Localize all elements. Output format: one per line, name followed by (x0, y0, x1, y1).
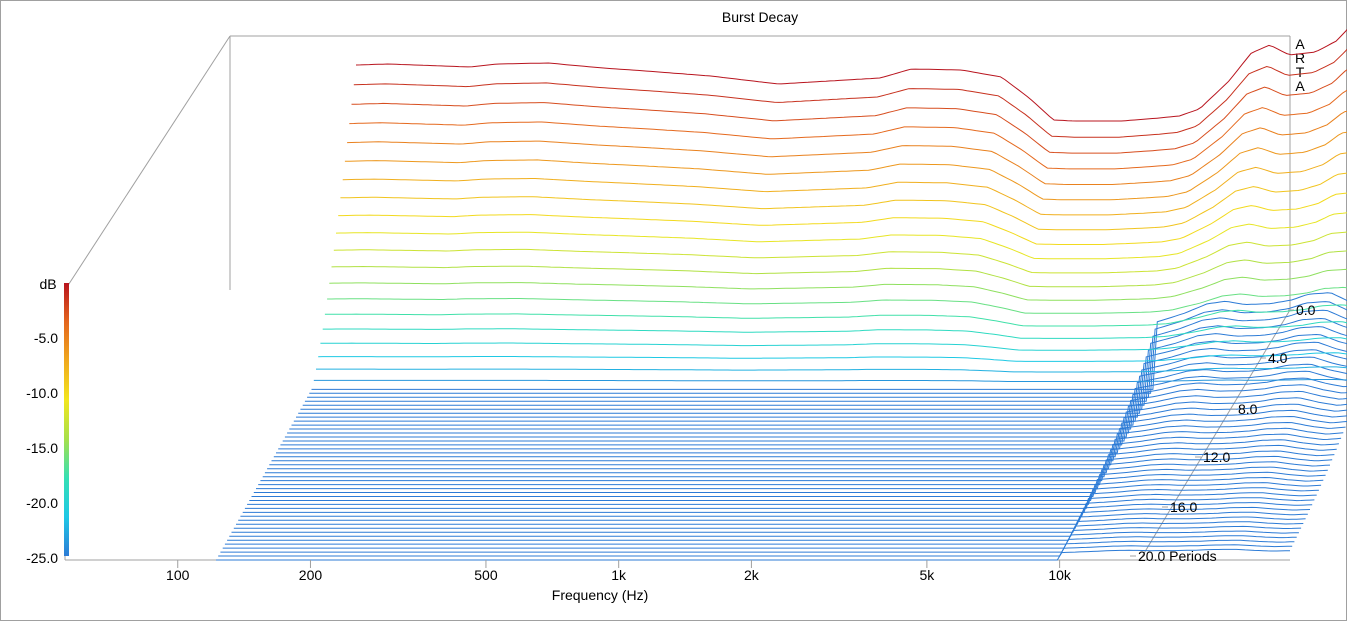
z-tick-label: 12.0 (1203, 449, 1230, 465)
x-tick-label: 1k (611, 567, 627, 583)
z-tick-label: 20.0 Periods (1138, 548, 1217, 564)
color-tick-label: -5.0 (34, 330, 58, 346)
color-scale-gradient (64, 283, 69, 556)
x-tick-label: 500 (474, 567, 498, 583)
x-tick-label: 10k (1048, 567, 1072, 583)
color-axis-label: dB (39, 276, 56, 292)
color-tick-label: -15.0 (26, 440, 58, 456)
z-tick-label: 4.0 (1268, 350, 1288, 366)
color-scale-bar (64, 283, 69, 556)
x-tick-label: 100 (166, 567, 190, 583)
color-tick-label: -10.0 (26, 385, 58, 401)
z-tick-label: 16.0 (1170, 499, 1197, 515)
color-tick-label: -20.0 (26, 495, 58, 511)
x-axis-label: Frequency (Hz) (552, 587, 648, 603)
color-tick-label: -25.0 (26, 550, 58, 566)
x-tick-label: 2k (744, 567, 760, 583)
z-tick-label: 8.0 (1238, 401, 1258, 417)
z-tick-label: 0.0 (1296, 302, 1316, 318)
x-tick-label: 5k (919, 567, 935, 583)
x-tick-label: 200 (299, 567, 323, 583)
chart-title: Burst Decay (722, 9, 798, 25)
